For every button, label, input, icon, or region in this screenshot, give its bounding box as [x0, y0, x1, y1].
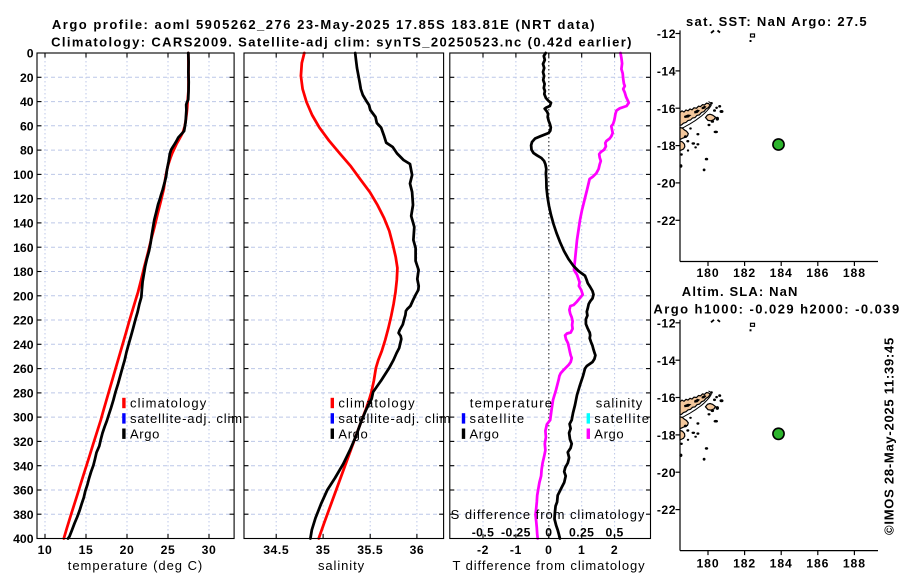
svg-text:salinity: salinity [596, 396, 644, 411]
svg-text:280: 280 [13, 387, 34, 401]
svg-text:Argo: Argo [130, 426, 160, 441]
svg-text:20: 20 [120, 543, 135, 557]
svg-text:-2: -2 [477, 543, 489, 557]
svg-text:S difference from climatology: S difference from climatology [451, 507, 646, 522]
svg-text:36: 36 [410, 543, 425, 557]
svg-text:30: 30 [202, 543, 217, 557]
svg-text:temperature (deg C): temperature (deg C) [68, 558, 203, 573]
svg-text:-20: -20 [657, 466, 676, 480]
svg-text:182: 182 [733, 266, 756, 280]
svg-text:0.25: 0.25 [569, 526, 594, 540]
svg-text:25: 25 [161, 543, 176, 557]
svg-text:220: 220 [13, 314, 34, 328]
svg-text:320: 320 [13, 435, 34, 449]
svg-text:-12: -12 [657, 27, 676, 41]
svg-text:-1: -1 [510, 543, 522, 557]
svg-text:T difference from climatology: T difference from climatology [452, 558, 645, 573]
svg-text:40: 40 [20, 95, 34, 109]
svg-text:260: 260 [13, 362, 34, 376]
svg-text:160: 160 [13, 241, 34, 255]
svg-text:184: 184 [770, 266, 793, 280]
svg-text:-16: -16 [657, 391, 676, 405]
svg-text:1: 1 [578, 543, 585, 557]
svg-text:34.5: 34.5 [263, 543, 289, 557]
svg-text:Argo: Argo [594, 426, 624, 441]
svg-text:-22: -22 [657, 503, 676, 517]
svg-text:182: 182 [733, 556, 756, 570]
svg-text:200: 200 [13, 289, 34, 303]
svg-text:10: 10 [38, 543, 53, 557]
svg-text:15: 15 [79, 543, 94, 557]
svg-text:satellite-adj. clim: satellite-adj. clim [338, 411, 451, 426]
svg-text:Argo profile: aoml 5905262_276: Argo profile: aoml 5905262_276 23-May-20… [52, 17, 596, 32]
svg-text:-12: -12 [657, 316, 676, 330]
svg-text:120: 120 [13, 192, 34, 206]
svg-text:180: 180 [696, 556, 719, 570]
svg-text:2: 2 [611, 543, 618, 557]
svg-text:temperature: temperature [470, 396, 554, 411]
svg-text:60: 60 [20, 119, 34, 133]
svg-text:climatology: climatology [130, 396, 207, 411]
svg-text:Argo: Argo [338, 426, 368, 441]
svg-text:340: 340 [13, 459, 34, 473]
svg-text:186: 186 [806, 266, 829, 280]
svg-text:188: 188 [843, 266, 866, 280]
svg-text:-16: -16 [657, 102, 676, 116]
svg-text:380: 380 [13, 508, 34, 522]
svg-text:sat. SST: NaN Argo: 27.5: sat. SST: NaN Argo: 27.5 [686, 14, 868, 29]
svg-text:Altim. SLA: NaN: Altim. SLA: NaN [682, 284, 799, 299]
svg-text:-0.5: -0.5 [472, 526, 495, 540]
svg-text:-14: -14 [657, 354, 676, 368]
svg-text:satellite: satellite [594, 411, 650, 426]
svg-text:20: 20 [20, 71, 34, 85]
svg-text:184: 184 [770, 556, 793, 570]
svg-text:186: 186 [806, 556, 829, 570]
svg-text:0.5: 0.5 [606, 526, 624, 540]
svg-text:140: 140 [13, 217, 34, 231]
svg-text:0: 0 [27, 47, 34, 61]
svg-text:0: 0 [545, 543, 552, 557]
svg-text:180: 180 [696, 266, 719, 280]
svg-text:-0.25: -0.25 [501, 526, 531, 540]
svg-text:240: 240 [13, 338, 34, 352]
svg-text:300: 300 [13, 411, 34, 425]
svg-text:35.5: 35.5 [357, 543, 383, 557]
svg-text:satellite-adj. clim: satellite-adj. clim [130, 411, 243, 426]
svg-text:80: 80 [20, 144, 34, 158]
svg-text:Climatology: CARS2009. Satelli: Climatology: CARS2009. Satellite-adj cli… [51, 35, 633, 50]
svg-text:Argo: Argo [470, 426, 500, 441]
svg-text:400: 400 [13, 532, 34, 546]
svg-text:100: 100 [13, 168, 34, 182]
svg-text:-14: -14 [657, 65, 676, 79]
svg-text:180: 180 [13, 265, 34, 279]
svg-text:360: 360 [13, 484, 34, 498]
svg-text:188: 188 [843, 556, 866, 570]
svg-text:0: 0 [545, 526, 552, 540]
svg-text:-18: -18 [657, 139, 676, 153]
svg-text:satellite: satellite [470, 411, 526, 426]
svg-text:Argo h1000: -0.029 h2000: -0.0: Argo h1000: -0.029 h2000: -0.039 [653, 302, 900, 317]
svg-text:35: 35 [316, 543, 331, 557]
svg-text:-20: -20 [657, 177, 676, 191]
svg-text:salinity: salinity [318, 558, 365, 573]
svg-text:climatology: climatology [338, 396, 415, 411]
svg-text:-22: -22 [657, 214, 676, 228]
svg-text:-18: -18 [657, 429, 676, 443]
svg-text:©IMOS 28-May-2025 11:39:45: ©IMOS 28-May-2025 11:39:45 [882, 337, 897, 535]
